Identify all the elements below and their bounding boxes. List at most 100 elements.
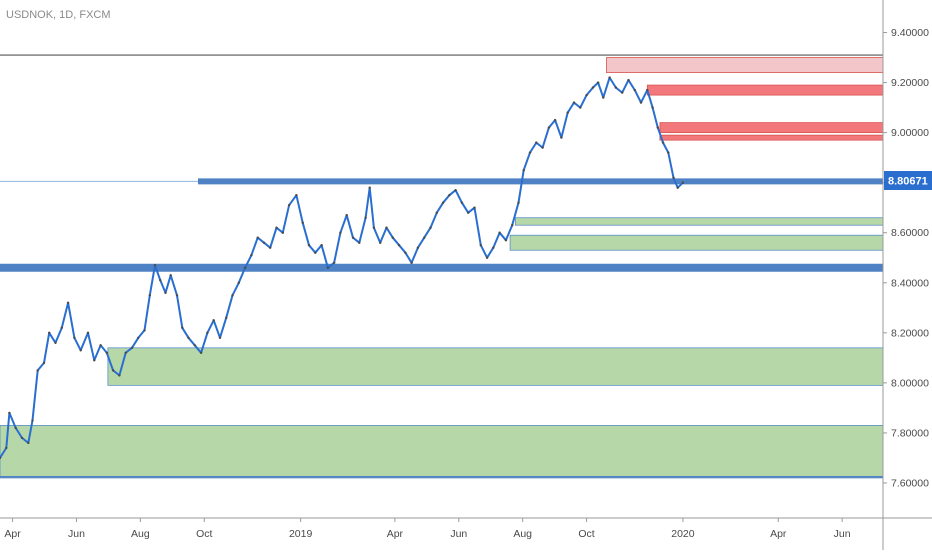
price-point: [591, 86, 595, 89]
price-point: [572, 101, 576, 104]
price-point: [181, 326, 184, 329]
price-point: [566, 111, 569, 114]
price-point: [602, 96, 605, 99]
price-point: [397, 244, 401, 247]
price-point: [511, 224, 514, 227]
time-axis[interactable]: Apr Jun Aug Oct 2019 Apr Jun Aug Oct 2020 Apr Jun: [4, 518, 851, 540]
price-point: [485, 256, 489, 259]
price-point: [206, 331, 209, 334]
price-point: [159, 279, 162, 282]
price-point: [429, 226, 432, 229]
symbol-legend: USDNOK, 1D, FXCM: [6, 9, 111, 21]
y-tick-label: 9.00000: [891, 127, 929, 139]
price-point: [368, 186, 371, 189]
price-point: [435, 211, 438, 214]
price-point: [281, 231, 284, 234]
price-point: [42, 361, 46, 365]
price-point: [250, 254, 253, 257]
resistance-zone: [659, 134, 884, 141]
y-tick-label: 8.00000: [891, 377, 929, 389]
price-point: [199, 351, 203, 354]
price-point: [237, 281, 240, 284]
price-point: [193, 344, 196, 347]
x-tick-label: Apr: [4, 528, 21, 540]
price-point: [608, 76, 611, 79]
price-point: [79, 349, 82, 352]
price-point: [225, 316, 228, 319]
price-point: [31, 419, 34, 422]
price-point: [553, 118, 557, 122]
price-point: [164, 291, 167, 294]
x-tick-label: Aug: [513, 528, 532, 540]
price-point: [646, 88, 649, 92]
price-point: [124, 351, 127, 354]
price-point: [667, 151, 670, 154]
price-point: [535, 141, 538, 144]
price-axis[interactable]: 7.60000 7.80000 8.00000 8.20000 8.40000 8.600…: [883, 27, 929, 489]
price-point: [275, 226, 278, 229]
price-point: [20, 436, 24, 440]
price-point: [187, 336, 190, 339]
price-point: [681, 181, 685, 184]
price-point: [345, 214, 348, 217]
price-point: [614, 86, 618, 89]
resistance-zone: [646, 84, 884, 96]
price-point: [473, 206, 476, 209]
y-tick-label: 8.40000: [891, 277, 929, 289]
y-tick-label: 7.80000: [891, 427, 929, 439]
price-point: [130, 346, 134, 349]
price-point: [314, 251, 317, 254]
x-tick-label: Jun: [450, 528, 467, 540]
price-point: [105, 351, 109, 354]
price-point: [661, 141, 665, 144]
price-point: [143, 329, 146, 332]
price-point: [218, 336, 222, 339]
y-tick-label: 7.60000: [891, 477, 929, 489]
series-layer: [0, 76, 685, 460]
price-point: [560, 136, 563, 139]
price-point: [8, 411, 11, 415]
price-point: [656, 126, 659, 129]
price-point: [73, 336, 76, 339]
price-point: [479, 244, 482, 247]
price-point: [351, 236, 355, 239]
price-point: [137, 336, 140, 339]
x-tick-label: Apr: [387, 528, 404, 540]
price-point: [596, 81, 600, 84]
x-tick-label: Oct: [196, 528, 212, 540]
price-point: [5, 446, 8, 450]
price-point: [295, 194, 298, 197]
price-point: [269, 246, 272, 249]
price-point: [212, 319, 215, 322]
price-point: [332, 261, 336, 264]
price-point: [498, 231, 501, 234]
price-point: [153, 264, 157, 267]
resistance-zone: [606, 57, 884, 73]
price-point: [448, 194, 451, 197]
price-point: [492, 246, 495, 249]
price-point: [423, 236, 426, 239]
price-point: [627, 78, 630, 82]
price-badge-background: [884, 171, 932, 190]
price-point: [358, 241, 361, 244]
support-zone: [0, 425, 884, 479]
price-point: [48, 331, 51, 334]
price-point: [175, 294, 179, 297]
price-point: [528, 151, 532, 154]
price-point: [639, 101, 643, 104]
price-point: [86, 331, 90, 334]
x-tick-label: Oct: [578, 528, 594, 540]
price-point: [676, 186, 679, 189]
y-tick-label: 8.60000: [891, 227, 929, 239]
price-point: [585, 93, 588, 97]
price-point: [391, 236, 394, 239]
price-point: [93, 359, 96, 362]
price-point: [441, 201, 445, 204]
price-point: [301, 221, 304, 224]
price-point: [0, 456, 2, 460]
price-point: [467, 211, 470, 214]
price-point: [66, 301, 70, 304]
zones-layer: [0, 57, 884, 479]
price-point: [339, 231, 342, 234]
